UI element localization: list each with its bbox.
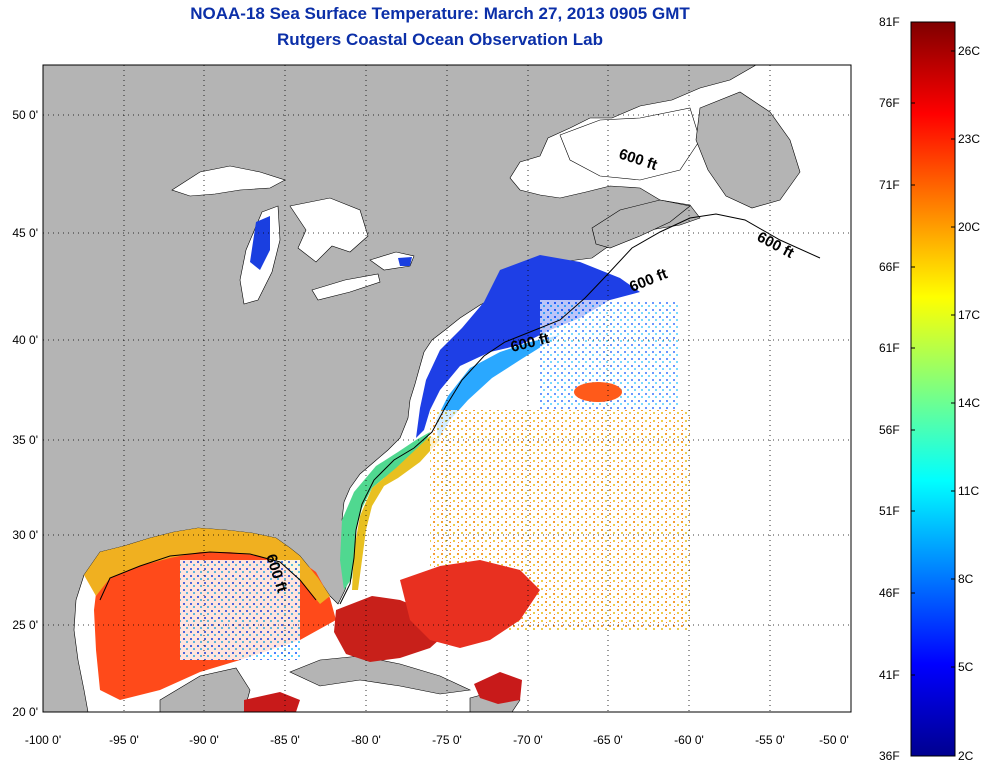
nova-scotia-land [591, 199, 691, 249]
lat-tick-label: 30 0' [12, 528, 38, 542]
lat-tick-label: 35 0' [12, 433, 38, 447]
colorbar-label-f: 81F [879, 15, 900, 29]
colorbar-label-f: 51F [879, 504, 900, 518]
slope-band [436, 335, 560, 440]
temperature-colorbar [910, 21, 956, 757]
lat-tick-label: 45 0' [12, 226, 38, 240]
colorbar-label-f: 61F [879, 341, 900, 355]
colorbar-label-c: 11C [958, 484, 980, 498]
gulf-center-speckle [180, 560, 300, 660]
yucatan-channel-warm [244, 692, 300, 712]
colorbar-label-c: 14C [958, 396, 981, 410]
lake-erie [311, 273, 381, 301]
colorbar-label-c: 26C [958, 44, 981, 58]
colorbar-label-f: 71F [879, 178, 900, 192]
lon-tick-label: -85 0' [270, 733, 300, 747]
lon-tick-label: -80 0' [351, 733, 381, 747]
lake-superior [171, 165, 286, 197]
lon-tick-label: -50 0' [819, 733, 849, 747]
lat-tick-label: 20 0' [12, 705, 38, 719]
lon-tick-label: -60 0' [674, 733, 704, 747]
caribbean-warm [474, 672, 522, 704]
map-subtitle: Rutgers Coastal Ocean Observation Lab [277, 30, 603, 49]
depth-contour-600ft [339, 213, 821, 605]
bahamas-warm [400, 560, 540, 648]
lat-tick-label: 25 0' [12, 618, 38, 632]
lon-tick-label: -70 0' [513, 733, 543, 747]
colorbar-label-c: 2C [958, 749, 974, 763]
cuba-land [289, 655, 472, 695]
colorbar-label-c: 8C [958, 572, 974, 586]
colorbar-ticks [911, 50, 955, 676]
lon-tick-label: -65 0' [593, 733, 623, 747]
lon-tick-label: -90 0' [189, 733, 219, 747]
lake-michigan-sst [250, 216, 270, 270]
lon-tick-label: -75 0' [432, 733, 462, 747]
colorbar-label-f: 56F [879, 423, 900, 437]
lat-tick-label: 40 0' [12, 333, 38, 347]
lake-ontario-sst [398, 257, 412, 266]
colorbar-label-c: 20C [958, 220, 981, 234]
colorbar-label-f: 41F [879, 668, 900, 682]
colorbar-label-c: 23C [958, 132, 981, 146]
colorbar-label-c: 17C [958, 308, 981, 322]
lon-tick-label: -55 0' [755, 733, 785, 747]
colorbar-label-f: 76F [879, 96, 900, 110]
map-title: NOAA-18 Sea Surface Temperature: March 2… [190, 4, 690, 23]
lake-huron [289, 197, 369, 263]
colorbar-label-c: 5C [958, 660, 974, 674]
yucatan-land [159, 667, 251, 712]
plot-frame [42, 64, 852, 713]
colorbar-label-f: 46F [879, 586, 900, 600]
lat-tick-label: 50 0' [12, 108, 38, 122]
colorbar-label-f: 66F [879, 260, 900, 274]
st-lawrence-gulf [559, 107, 701, 181]
newfoundland-land [695, 91, 801, 209]
depth-contour-600ft-gulf [99, 551, 317, 601]
latitude-axis: 50 0' 45 0' 40 0' 35 0' 30 0' 25 0' 20 0… [12, 108, 38, 719]
colorbar-label-f: 36F [879, 749, 900, 763]
lon-tick-label: -100 0' [25, 733, 61, 747]
gulf-coastal-yellow [84, 528, 330, 604]
warm-eddy [574, 382, 622, 402]
gulf-stream-core [352, 436, 440, 590]
lon-tick-label: -95 0' [109, 733, 139, 747]
longitude-axis: -100 0' -95 0' -90 0' -85 0' -80 0' -75 … [25, 733, 849, 747]
